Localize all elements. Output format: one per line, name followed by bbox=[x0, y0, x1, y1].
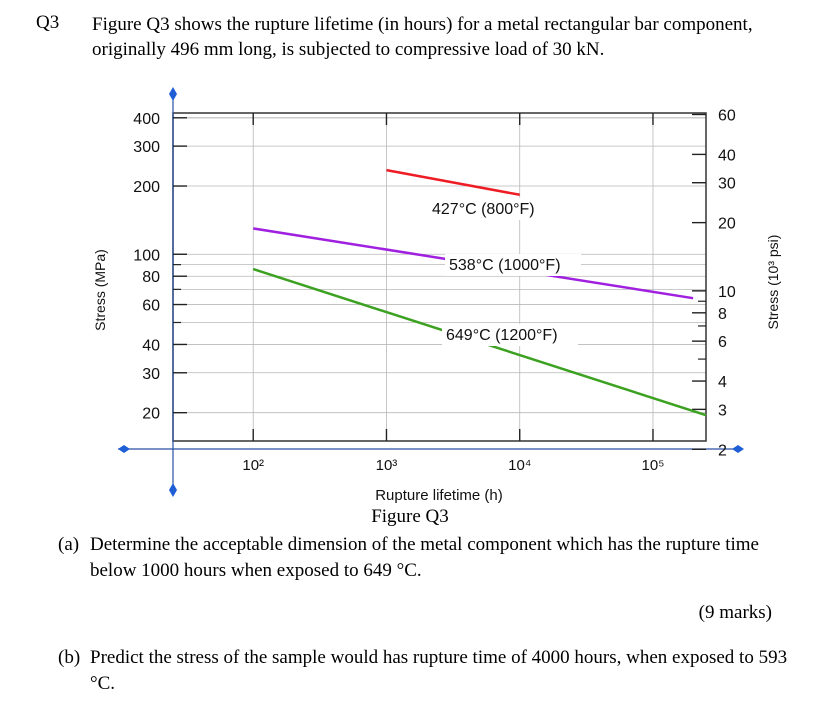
x-tick-label: 10⁵ bbox=[642, 457, 665, 474]
y2-tick-label: 40 bbox=[718, 147, 736, 164]
y2-tick-label: 4 bbox=[718, 374, 727, 391]
series-line bbox=[386, 168, 520, 197]
series-label-bg bbox=[445, 254, 581, 276]
y2-tick-label: 3 bbox=[718, 402, 727, 419]
marks: (9 marks) bbox=[698, 602, 772, 623]
x-tick-label: 10³ bbox=[376, 457, 398, 474]
part-a: (a) Determine the acceptable dimension o… bbox=[58, 532, 798, 584]
grid-layer bbox=[173, 113, 706, 441]
y-tick-label: 300 bbox=[133, 139, 160, 156]
part-a-label: (a) bbox=[58, 534, 80, 555]
label-layer: 400 300 200 100 80 60 40 30 20 60 40 30 20 10 8 6 4 3 2 10²… bbox=[92, 107, 781, 504]
y-axis-title: Stress (MPa) bbox=[92, 249, 108, 331]
y2-axis-title: Stress (10³ psi) bbox=[765, 235, 781, 330]
part-a-text: Determine the acceptable dimension of th… bbox=[90, 534, 759, 581]
part-b: (b) Predict the stress of the sample wou… bbox=[58, 645, 798, 697]
y-tick-label: 200 bbox=[133, 179, 160, 196]
series-label: 427°C (800°F) bbox=[432, 201, 535, 218]
y2-tick-label: 60 bbox=[718, 107, 736, 124]
part-b-label: (b) bbox=[58, 647, 81, 668]
y-tick-label: 60 bbox=[142, 298, 160, 315]
y2-tick-label: 8 bbox=[718, 306, 727, 323]
y-tick-label: 400 bbox=[133, 111, 160, 128]
y-tick-label: 80 bbox=[142, 269, 160, 286]
axis-layer bbox=[118, 87, 744, 497]
y-axis-arrow-bottom bbox=[169, 483, 177, 497]
y-tick-label: 30 bbox=[142, 366, 160, 383]
y-tick-label: 40 bbox=[142, 337, 160, 354]
rupture-lifetime-chart: 400 300 200 100 80 60 40 30 20 60 40 30 20 10 8 6 4 3 2 10²… bbox=[92, 87, 781, 504]
x-axis-arrow-right bbox=[732, 445, 744, 453]
x-axis-title: Rupture lifetime (h) bbox=[375, 487, 503, 504]
y2-tick-label: 2 bbox=[718, 442, 727, 459]
series-label-bg bbox=[442, 324, 578, 346]
series-label-bg bbox=[428, 198, 555, 220]
y2-tick-label: 6 bbox=[718, 334, 727, 351]
question-intro: Figure Q3 shows the rupture lifetime (in… bbox=[92, 14, 753, 60]
y-tick-label: 20 bbox=[142, 406, 160, 423]
x-tick-label: 10⁴ bbox=[508, 457, 531, 474]
y2-tick-label: 10 bbox=[718, 284, 736, 301]
y-tick-label: 100 bbox=[133, 247, 160, 264]
y2-tick-label: 30 bbox=[718, 176, 736, 193]
x-tick-label: 10² bbox=[242, 457, 264, 474]
part-b-text: Predict the stress of the sample would h… bbox=[90, 647, 788, 694]
y2-tick-label: 20 bbox=[718, 216, 736, 233]
figure-caption: Figure Q3 bbox=[371, 506, 449, 527]
y-axis-arrow-top bbox=[169, 87, 177, 101]
question-number: Q3 bbox=[36, 12, 60, 33]
series-label: 649°C (1200°F) bbox=[446, 327, 558, 344]
x-axis-arrow-left bbox=[118, 445, 130, 453]
series-label: 538°C (1000°F) bbox=[449, 257, 561, 274]
